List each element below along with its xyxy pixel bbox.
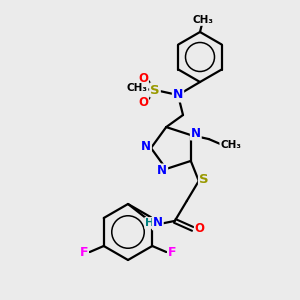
- Text: H: H: [145, 218, 154, 228]
- Text: CH₃: CH₃: [193, 15, 214, 25]
- Text: N: N: [141, 140, 151, 152]
- Text: F: F: [168, 245, 176, 259]
- Text: N: N: [173, 88, 183, 101]
- Text: CH₃: CH₃: [220, 140, 241, 150]
- Text: N: N: [153, 216, 163, 230]
- Text: O: O: [195, 222, 205, 236]
- Text: N: N: [191, 127, 201, 140]
- Text: S: S: [199, 173, 208, 186]
- Text: CH₃: CH₃: [127, 83, 148, 93]
- Text: O: O: [138, 71, 148, 85]
- Text: S: S: [150, 83, 160, 97]
- Text: O: O: [138, 95, 148, 109]
- Text: N: N: [157, 164, 167, 177]
- Text: F: F: [80, 245, 88, 259]
